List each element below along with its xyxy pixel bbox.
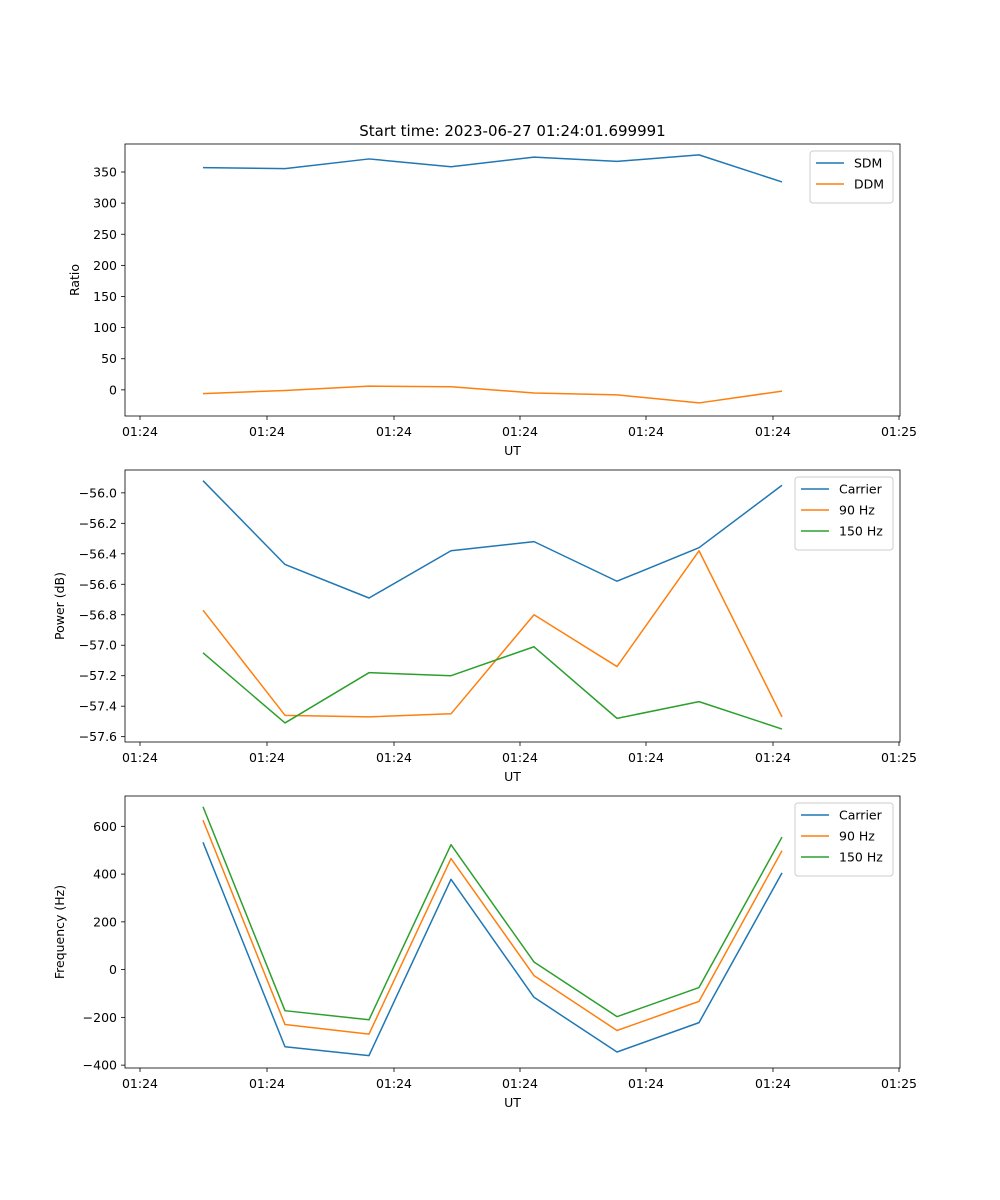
x-tick-label: 01:24 (249, 750, 285, 765)
series-line-90-hz (202, 819, 783, 1035)
x-tick-label: 01:24 (122, 750, 158, 765)
x-axis-label: UT (504, 1095, 521, 1110)
y-tick-label: 0 (109, 382, 117, 397)
y-tick-label: 100 (93, 320, 117, 335)
y-tick-label: 150 (93, 289, 117, 304)
subplot-3: 01:24 01:24 01:24 01:24 01:24 01:24 01:25 UT −40… (52, 795, 917, 1110)
x-tick-label: 01:24 (249, 424, 285, 439)
series-line-ddm (202, 385, 783, 404)
x-tick-label: 01:24 (376, 1076, 412, 1091)
x-tick-label: 01:24 (502, 750, 538, 765)
y-tick-label: −56.6 (79, 577, 117, 592)
y-tick-label: 600 (93, 819, 117, 834)
y-tick-label: −400 (83, 1058, 117, 1073)
y-tick-label: −200 (83, 1010, 117, 1025)
x-tick-label: 01:24 (376, 750, 412, 765)
x-tick-label: 01:25 (881, 750, 917, 765)
subplots: 01:24 01:24 01:24 01:24 01:24 01:24 01:25 UT 0 50… (52, 143, 917, 1110)
y-axis-label: Ratio (67, 264, 82, 296)
y-axis-label: Frequency (Hz) (52, 885, 67, 979)
series-line-sdm (202, 154, 783, 183)
x-tick-label: 01:25 (881, 1076, 917, 1091)
legend: Carrier 90 Hz 150 Hz (794, 476, 894, 551)
legend-label: SDM (854, 156, 882, 171)
series-line-carrier (202, 842, 783, 1057)
legend: SDM DDM (809, 150, 894, 204)
legend-label: Carrier (839, 482, 883, 497)
y-tick-label: −57.4 (79, 699, 117, 714)
series-line-150-hz (202, 806, 783, 1021)
y-tick-label: −57.6 (79, 729, 117, 744)
legend-label: 150 Hz (839, 524, 883, 539)
series-line-90-hz (202, 550, 783, 718)
x-tick-label: 01:24 (628, 750, 664, 765)
y-tick-label: −56.4 (79, 546, 117, 561)
legend-label: DDM (854, 177, 884, 192)
x-tick-label: 01:24 (628, 424, 664, 439)
y-tick-label: 50 (101, 351, 117, 366)
x-tick-label: 01:24 (122, 1076, 158, 1091)
x-tick-label: 01:24 (502, 1076, 538, 1091)
y-axis-label: Power (dB) (52, 572, 67, 640)
x-tick-label: 01:24 (755, 424, 791, 439)
x-axis-label: UT (504, 769, 521, 784)
legend-label: 150 Hz (839, 850, 883, 865)
series-line-150-hz (202, 646, 783, 730)
x-tick-label: 01:24 (502, 424, 538, 439)
y-tick-label: −57.2 (79, 668, 117, 683)
plot-area-frame (124, 795, 901, 1069)
legend-label: Carrier (839, 808, 883, 823)
y-tick-label: 250 (93, 227, 117, 242)
chart-title: Start time: 2023-06-27 01:24:01.699991 (359, 122, 665, 140)
x-tick-label: 01:24 (628, 1076, 664, 1091)
plot-area-frame (124, 143, 901, 417)
y-tick-label: 400 (93, 867, 117, 882)
subplot-1: 01:24 01:24 01:24 01:24 01:24 01:24 01:25 UT 0 50… (67, 143, 917, 458)
y-tick-label: −56.2 (79, 516, 117, 531)
plot-area-frame (124, 469, 901, 743)
x-tick-label: 01:24 (249, 1076, 285, 1091)
series-line-carrier (202, 480, 783, 599)
x-axis-label: UT (504, 443, 521, 458)
legend-box (809, 150, 894, 204)
y-tick-label: 200 (93, 914, 117, 929)
x-tick-label: 01:24 (122, 424, 158, 439)
subplot-2: 01:24 01:24 01:24 01:24 01:24 01:24 01:25 UT −57… (52, 469, 917, 784)
legend-label: 90 Hz (839, 503, 875, 518)
y-tick-label: −56.0 (79, 485, 117, 500)
legend-label: 90 Hz (839, 829, 875, 844)
legend: Carrier 90 Hz 150 Hz (794, 802, 894, 877)
y-tick-label: 300 (93, 196, 117, 211)
x-tick-label: 01:24 (755, 1076, 791, 1091)
x-tick-label: 01:25 (881, 424, 917, 439)
x-tick-label: 01:24 (376, 424, 412, 439)
y-tick-label: 350 (93, 165, 117, 180)
y-tick-label: 200 (93, 258, 117, 273)
y-tick-label: −56.8 (79, 607, 117, 622)
y-tick-label: 0 (109, 962, 117, 977)
y-tick-label: −57.0 (79, 638, 117, 653)
x-tick-label: 01:24 (755, 750, 791, 765)
